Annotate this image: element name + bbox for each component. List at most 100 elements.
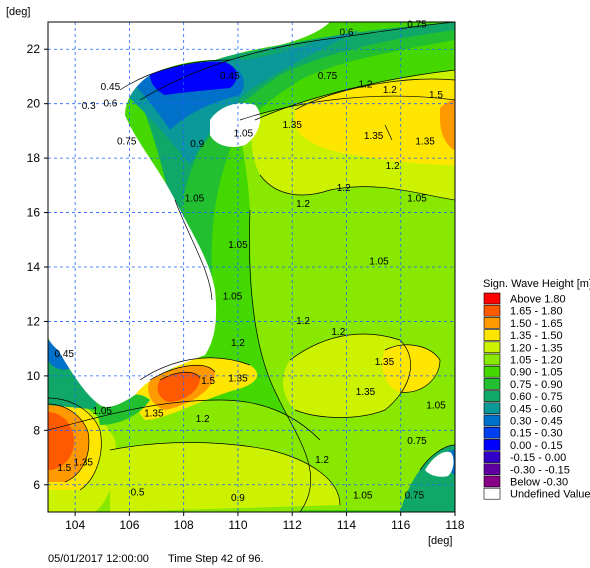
- contour-label: 0.45: [220, 71, 240, 82]
- legend-swatch: [483, 451, 501, 463]
- contour-label: 0.5: [131, 488, 145, 499]
- contour-label: 1.2: [386, 161, 400, 172]
- legend-swatch: [483, 390, 501, 402]
- band-low-gulf-tonkin: [150, 61, 237, 95]
- legend-entry-label: 0.00 - 0.15: [510, 440, 563, 452]
- contour-label: 0.9: [231, 493, 245, 504]
- contour-label: 1.2: [231, 338, 245, 349]
- legend-entry-label: 0.60 - 0.75: [510, 391, 563, 403]
- legend-entry-label: Undefined Value: [510, 489, 590, 501]
- band-060-075-coast: [120, 30, 360, 165]
- contour-label: 1.2: [337, 183, 351, 194]
- y-tick-label: 20: [27, 97, 41, 111]
- x-tick-label: 106: [119, 518, 139, 532]
- contour-label: 0.75: [318, 71, 338, 82]
- legend-swatch: [483, 439, 501, 451]
- contour-label: 1.05: [93, 406, 113, 417]
- contour-label: 1.2: [315, 455, 329, 466]
- legend-title: Sign. Wave Height [m]: [483, 278, 590, 290]
- x-tick-label: 118: [445, 518, 464, 532]
- contour-label: 0.45: [101, 82, 121, 93]
- contour-label: 1.05: [407, 194, 427, 205]
- contour-label: 1.35: [228, 373, 248, 384]
- y-tick-label: 12: [27, 314, 41, 328]
- contour-label: 1.2: [359, 79, 373, 90]
- contour-label: 0.9: [190, 139, 204, 150]
- legend-swatch: [483, 402, 501, 415]
- contour-label: 1.2: [331, 327, 345, 338]
- legend-swatch: [483, 292, 501, 305]
- contour-label: 1.05: [234, 128, 254, 139]
- contour-label: 1.5: [201, 376, 215, 387]
- contour-label: 1.05: [426, 401, 446, 412]
- legend-swatch: [483, 317, 501, 329]
- contour-label: 0.75: [405, 490, 425, 501]
- y-tick-label: 8: [33, 423, 40, 437]
- legend-entry-label: 0.30 - 0.45: [510, 416, 563, 428]
- band-150-165-ne: [440, 100, 455, 150]
- legend-swatch: [483, 365, 501, 378]
- contour-label: 1.2: [196, 414, 210, 425]
- contour-label: 1.35: [415, 137, 435, 148]
- y-tick-label: 18: [27, 151, 41, 165]
- contour-labels: 0.750.751.2 1.20.60.60.450.450.31.351.35 1…: [55, 19, 447, 504]
- legend-entry-label: 1.20 - 1.35: [510, 342, 563, 354]
- band-135-150-center: [382, 344, 440, 393]
- legend-entry-label: -0.15 - 0.00: [510, 452, 566, 464]
- legend-entry-label: 0.15 - 0.30: [510, 428, 563, 440]
- y-tick-label: 10: [27, 369, 41, 383]
- contour-label: 1.5: [429, 90, 443, 101]
- contour-label: 0.75: [407, 436, 427, 447]
- x-tick-label: 116: [391, 518, 410, 532]
- y-tick-label: 6: [33, 478, 40, 492]
- band-135-150-north: [295, 79, 455, 165]
- x-axis-label: [deg]: [428, 535, 452, 547]
- legend-swatch: [483, 475, 501, 488]
- legend-entry-label: 1.05 - 1.20: [510, 355, 563, 367]
- y-axis-label: [deg]: [6, 6, 30, 18]
- grid-lines-y: [48, 48, 455, 486]
- contour-label: 1.05: [369, 256, 389, 267]
- legend: Sign. Wave Height [m] Above 1.801.65 - 1…: [483, 278, 590, 501]
- legend-entry-label: 1.65 - 1.80: [510, 306, 563, 318]
- legend-entry-label: Below -0.30: [510, 477, 568, 489]
- y-tick-label: 22: [27, 42, 41, 56]
- x-tick-label: 114: [337, 518, 356, 532]
- footer-timestamp: 05/01/2017 12:00:00: [48, 553, 149, 565]
- x-tick-label: 112: [283, 518, 302, 532]
- land-borneo-tip: [425, 451, 454, 477]
- band-165-180-sw: [48, 412, 75, 470]
- y-tick-label: 16: [27, 206, 41, 220]
- legend-entry-label: 0.75 - 0.90: [510, 379, 563, 391]
- contour-label: 1.5: [57, 463, 71, 474]
- contour-lines: [48, 22, 455, 512]
- contour-fill-layer: [48, 22, 455, 512]
- legend-swatch: [483, 414, 501, 427]
- band-120-135-center: [283, 334, 411, 418]
- contour-label: 1.2: [296, 316, 310, 327]
- legend-swatch: [483, 304, 501, 317]
- contour-label: 0.3: [82, 101, 96, 112]
- contour-label: 0.6: [103, 98, 117, 109]
- contour-label: 1.35: [144, 409, 164, 420]
- contour-label: 1.35: [375, 357, 395, 368]
- legend-swatch: [483, 426, 501, 439]
- x-tick-label: 110: [228, 518, 247, 532]
- contour-label: 1.35: [356, 387, 376, 398]
- band-165-180-gulf: [157, 372, 200, 402]
- grid-lines-x: [74, 22, 402, 512]
- legend-swatch: [483, 353, 501, 366]
- x-axis: 104 106 108 110 112 114 116 118: [65, 512, 465, 532]
- contour-label: 1.35: [282, 120, 302, 131]
- contour-label: 1.05: [185, 194, 205, 205]
- contour-label: 0.75: [117, 137, 137, 148]
- contour-label: 1.2: [296, 199, 310, 210]
- contour-label: 1.05: [223, 292, 243, 303]
- y-tick-label: 14: [27, 260, 41, 274]
- legend-entry-label: 1.50 - 1.65: [510, 318, 563, 330]
- legend-swatch: [483, 329, 501, 341]
- contour-label: 0.45: [55, 349, 75, 360]
- legend-entry-label: -0.30 - -0.15: [510, 464, 570, 476]
- footer-time-step: Time Step 42 of 96.: [168, 553, 264, 565]
- contour-label: 0.75: [407, 19, 427, 30]
